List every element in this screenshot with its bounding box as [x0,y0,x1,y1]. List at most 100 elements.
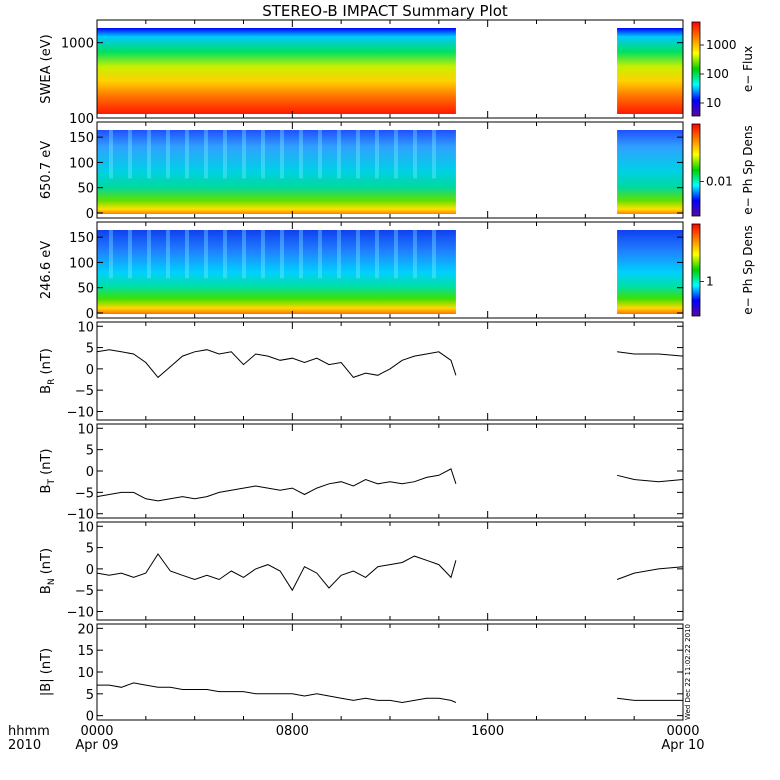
panel-3-ylabel: 246.6 eV [39,241,54,299]
panel-6-ytick-label: −10 [67,605,94,620]
panel-4-trace-segment-2 [617,351,684,357]
panel-4-trace-segment-1 [96,349,457,379]
panel-3-ytick-label: 100 [69,256,94,271]
panel-2-colorbar [691,123,701,217]
panel-7-trace-segment-2 [617,697,683,701]
panel-3-ytick-label: 0 [86,307,94,322]
panel-4-ylabel-unit: (nT) [39,348,54,378]
panel-6-ylabel-sub: N [47,578,57,585]
panel-6-trace-segment-1 [96,553,457,592]
panel-7-ytick-label: 10 [77,666,94,681]
panel-2-spectrogram-streak [394,130,398,179]
panel-4-ylabel: BR (nT) [39,348,57,394]
panel-3-spectrogram-streak [394,230,398,279]
panel-6-ytick-label: −5 [75,584,94,599]
panel-1-ytick-label: 100 [69,112,94,127]
panel-3-spectrogram-streak [299,230,303,279]
panel-3-spectrogram-streak [109,230,113,279]
panel-2-ylabel: 650.7 eV [39,141,54,199]
panel-2-spectrogram-streak [128,130,132,179]
time-axis-tick-label-2: 0800 [276,724,309,739]
panel-4-ytick-label: 10 [77,320,94,335]
panel-2-spectrogram-right [617,130,683,214]
panel-3-colorbar [691,223,701,317]
time-axis-tick-sublabel-1: Apr 09 [75,738,118,753]
panel-3-spectrogram-streak [185,230,189,279]
panel-2-spectrogram-streak [318,130,322,179]
panel-1-spectrogram-left [97,28,456,114]
panel-2-spectrogram-streak [242,130,246,179]
panel-7-ylabel-main: |B| [39,678,54,696]
panel-6-ytick-label: 10 [77,520,94,535]
panel-3-spectrogram-streak [147,230,151,279]
panel-7-trace-segment-1 [97,682,457,704]
panel-2-spectrogram-streak [147,130,151,179]
panel-3-spectrogram-streak [432,230,436,279]
panel-2-spectrogram-streak [204,130,208,179]
panel-3-spectrogram-streak [280,230,284,279]
panel-1-ylabel: SWEA (eV) [39,34,54,103]
time-axis-tick-label-4: 0000 [666,724,699,739]
panel-2-spectrogram-streak [261,130,265,179]
panel-3-spectrogram-streak [242,230,246,279]
panel-7-ylabel-unit: (nT) [39,648,54,678]
panel-2-spectrogram-left [97,130,456,214]
panel-6-frame [96,521,684,621]
panel-2-spectrogram-streak [432,130,436,179]
panel-2-spectrogram-streak [166,130,170,179]
panel-3-spectrogram-streak [356,230,360,279]
panel-3-ytick-label: 150 [69,231,94,246]
panel-4-ytick-label: 0 [86,363,94,378]
panel-2-ytick-label: 150 [69,131,94,146]
panel-2-spectrogram-streak [337,130,341,179]
panel-3-spectrogram-streak [413,230,417,279]
panel-5-ylabel-main: B [39,485,54,494]
panel-2-spectrogram-streak [299,130,303,179]
panel-5-trace-segment-1 [96,468,457,502]
panel-1-ytick-label: 1000 [61,37,94,52]
time-axis-corner-label: hhmm [8,724,50,739]
panel-2-colorbar-tick-label: 0.01 [706,175,733,189]
panel-2-ytick-label: 50 [77,182,94,197]
panel-4-ylabel-main: B [39,385,54,394]
time-axis-tick-label-1: 0000 [80,724,113,739]
panel-4-ytick-label: 5 [86,342,94,357]
panel-3-spectrogram-right [617,230,683,314]
panel-2-spectrogram-streak [109,130,113,179]
panel-7-ylabel: |B| (nT) [39,648,54,696]
panel-5-ytick-label: 10 [77,422,94,437]
plot-title: STEREO-B IMPACT Summary Plot [262,2,508,20]
panel-7-ytick-label: 20 [77,622,94,637]
time-axis-corner-sublabel: 2010 [8,738,41,753]
panel-3-spectrogram-streak [261,230,265,279]
panel-2-spectrogram-streak [375,130,379,179]
panel-6-ylabel-main: B [39,585,54,594]
panel-3-colorbar-label: e− Ph Sp Dens [741,225,755,314]
panel-7-frame [96,623,684,721]
panel-4-ytick-label: −5 [75,384,94,399]
panel-1-colorbar-tick-label: 1000 [706,38,737,52]
panel-5-ytick-label: 5 [86,444,94,459]
panel-2-spectrogram-streak [413,130,417,179]
panel-2-colorbar-label: e− Ph Sp Dens [741,125,755,214]
panel-3-spectrogram-streak [375,230,379,279]
panel-2-spectrogram-streak [280,130,284,179]
panel-5-trace-segment-2 [616,474,684,483]
panel-5-ylabel-unit: (nT) [39,449,54,479]
panel-7-ytick-label: 0 [86,710,94,725]
panel-5-ylabel-sub: T [47,479,57,486]
panel-3-spectrogram-streak [166,230,170,279]
panel-5-frame [96,423,684,519]
panel-5-ytick-label: −5 [75,486,94,501]
panel-3-colorbar-tick-label: 1 [706,275,714,289]
panel-3-ytick-label: 50 [77,282,94,297]
panel-3-spectrogram-streak [318,230,322,279]
panel-3-spectrogram-streak [337,230,341,279]
panel-1-colorbar [691,21,701,117]
panel-5-ylabel: BT (nT) [39,449,57,494]
panel-7-ytick-label: 5 [86,688,94,703]
panel-1-spectrogram-right [617,28,683,114]
